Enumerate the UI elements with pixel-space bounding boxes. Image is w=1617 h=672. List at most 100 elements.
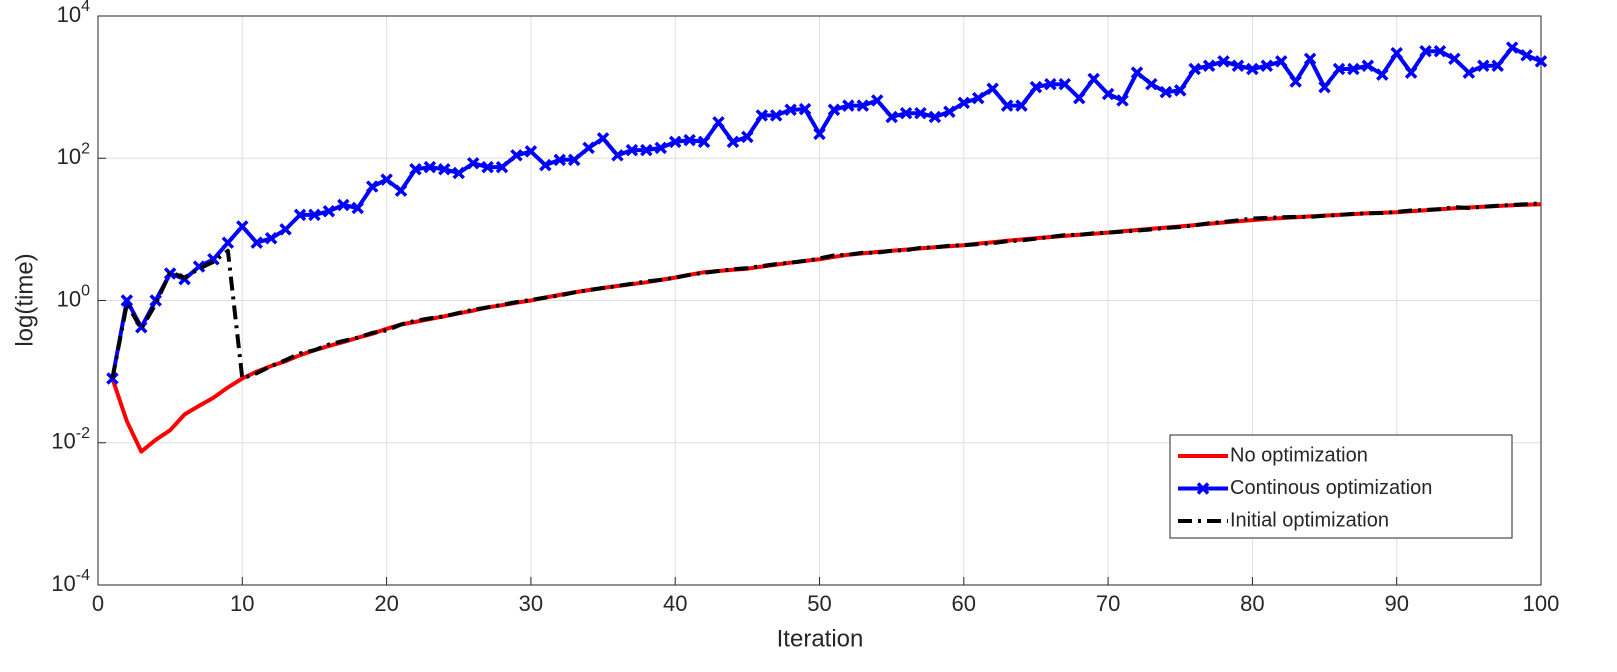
marker	[365, 180, 379, 193]
marker	[986, 82, 999, 95]
marker	[928, 110, 942, 124]
marker	[495, 160, 509, 174]
marker	[1448, 52, 1461, 66]
x-tick-label: 30	[519, 591, 543, 616]
y-axis-label: log(time)	[11, 253, 38, 346]
line	[110, 201, 1542, 381]
marker	[106, 372, 119, 385]
marker	[1347, 62, 1360, 76]
marker	[192, 260, 206, 273]
marker	[596, 132, 610, 145]
line	[110, 45, 1542, 379]
marker	[971, 91, 985, 105]
marker	[1462, 66, 1476, 79]
marker	[1520, 49, 1533, 62]
marker	[741, 130, 754, 144]
marker	[1145, 77, 1158, 91]
y-tick-label: 10-2	[51, 425, 90, 454]
x-tick-label: 60	[952, 591, 976, 616]
marker	[1073, 91, 1086, 105]
marker	[539, 158, 552, 172]
marker	[409, 163, 422, 176]
marker	[755, 109, 769, 122]
y-tick-label: 102	[57, 140, 90, 169]
marker	[351, 201, 364, 215]
marker	[654, 141, 668, 155]
marker	[1015, 99, 1028, 112]
marker	[1376, 68, 1389, 81]
marker	[1174, 84, 1187, 97]
marker	[1188, 62, 1201, 76]
marker	[466, 157, 480, 170]
marker	[308, 208, 321, 222]
marker	[1130, 66, 1144, 79]
marker	[813, 127, 826, 141]
x-tick-label: 70	[1096, 591, 1120, 616]
marker	[1303, 52, 1317, 66]
marker	[221, 236, 235, 249]
marker	[668, 135, 682, 149]
x-tick-label: 50	[807, 591, 831, 616]
marker	[1217, 55, 1230, 68]
marker	[452, 166, 465, 180]
marker	[856, 99, 870, 112]
marker	[236, 220, 249, 233]
x-tick-label: 20	[374, 591, 398, 616]
marker	[1202, 59, 1216, 72]
x-tick-label: 80	[1240, 591, 1264, 616]
marker	[337, 198, 350, 212]
marker	[438, 163, 451, 176]
marker	[1116, 94, 1129, 107]
x-tick-label: 10	[230, 591, 254, 616]
marker	[1361, 59, 1375, 72]
marker	[1419, 44, 1432, 58]
marker	[553, 153, 566, 167]
marker	[1404, 66, 1418, 79]
marker	[1000, 99, 1014, 112]
marker	[726, 135, 740, 149]
marker	[394, 184, 408, 197]
marker	[640, 143, 653, 157]
marker	[885, 110, 898, 124]
marker	[524, 145, 538, 158]
marker	[611, 149, 624, 162]
marker	[842, 99, 855, 112]
y-tick-label: 100	[57, 283, 90, 312]
marker	[423, 160, 437, 174]
marker	[1087, 72, 1100, 86]
marker	[914, 106, 927, 120]
marker	[769, 109, 783, 122]
marker	[625, 143, 639, 157]
marker	[1029, 80, 1043, 94]
marker	[1318, 80, 1331, 94]
marker	[1332, 62, 1346, 76]
legend-marker	[1196, 482, 1210, 495]
marker	[798, 102, 812, 116]
marker	[380, 173, 393, 186]
marker	[279, 223, 292, 236]
marker	[1260, 59, 1274, 72]
x-tick-label: 100	[1523, 591, 1560, 616]
marker	[250, 236, 263, 249]
marker	[683, 133, 696, 147]
marker	[899, 106, 913, 120]
marker	[567, 153, 581, 167]
x-tick-label: 90	[1384, 591, 1408, 616]
marker	[322, 204, 336, 218]
y-tick-label: 10-4	[51, 567, 90, 596]
marker	[481, 160, 494, 174]
marker	[510, 149, 523, 162]
marker	[120, 294, 134, 307]
marker	[943, 105, 956, 119]
axes-box	[97, 15, 1542, 586]
marker	[870, 94, 884, 107]
marker	[293, 208, 307, 222]
marker	[1275, 55, 1288, 68]
marker	[1101, 87, 1115, 101]
marker	[1505, 41, 1519, 54]
marker	[1491, 59, 1504, 72]
y-tick-label: 104	[57, 0, 90, 27]
marker	[784, 103, 797, 117]
marker	[264, 232, 278, 245]
